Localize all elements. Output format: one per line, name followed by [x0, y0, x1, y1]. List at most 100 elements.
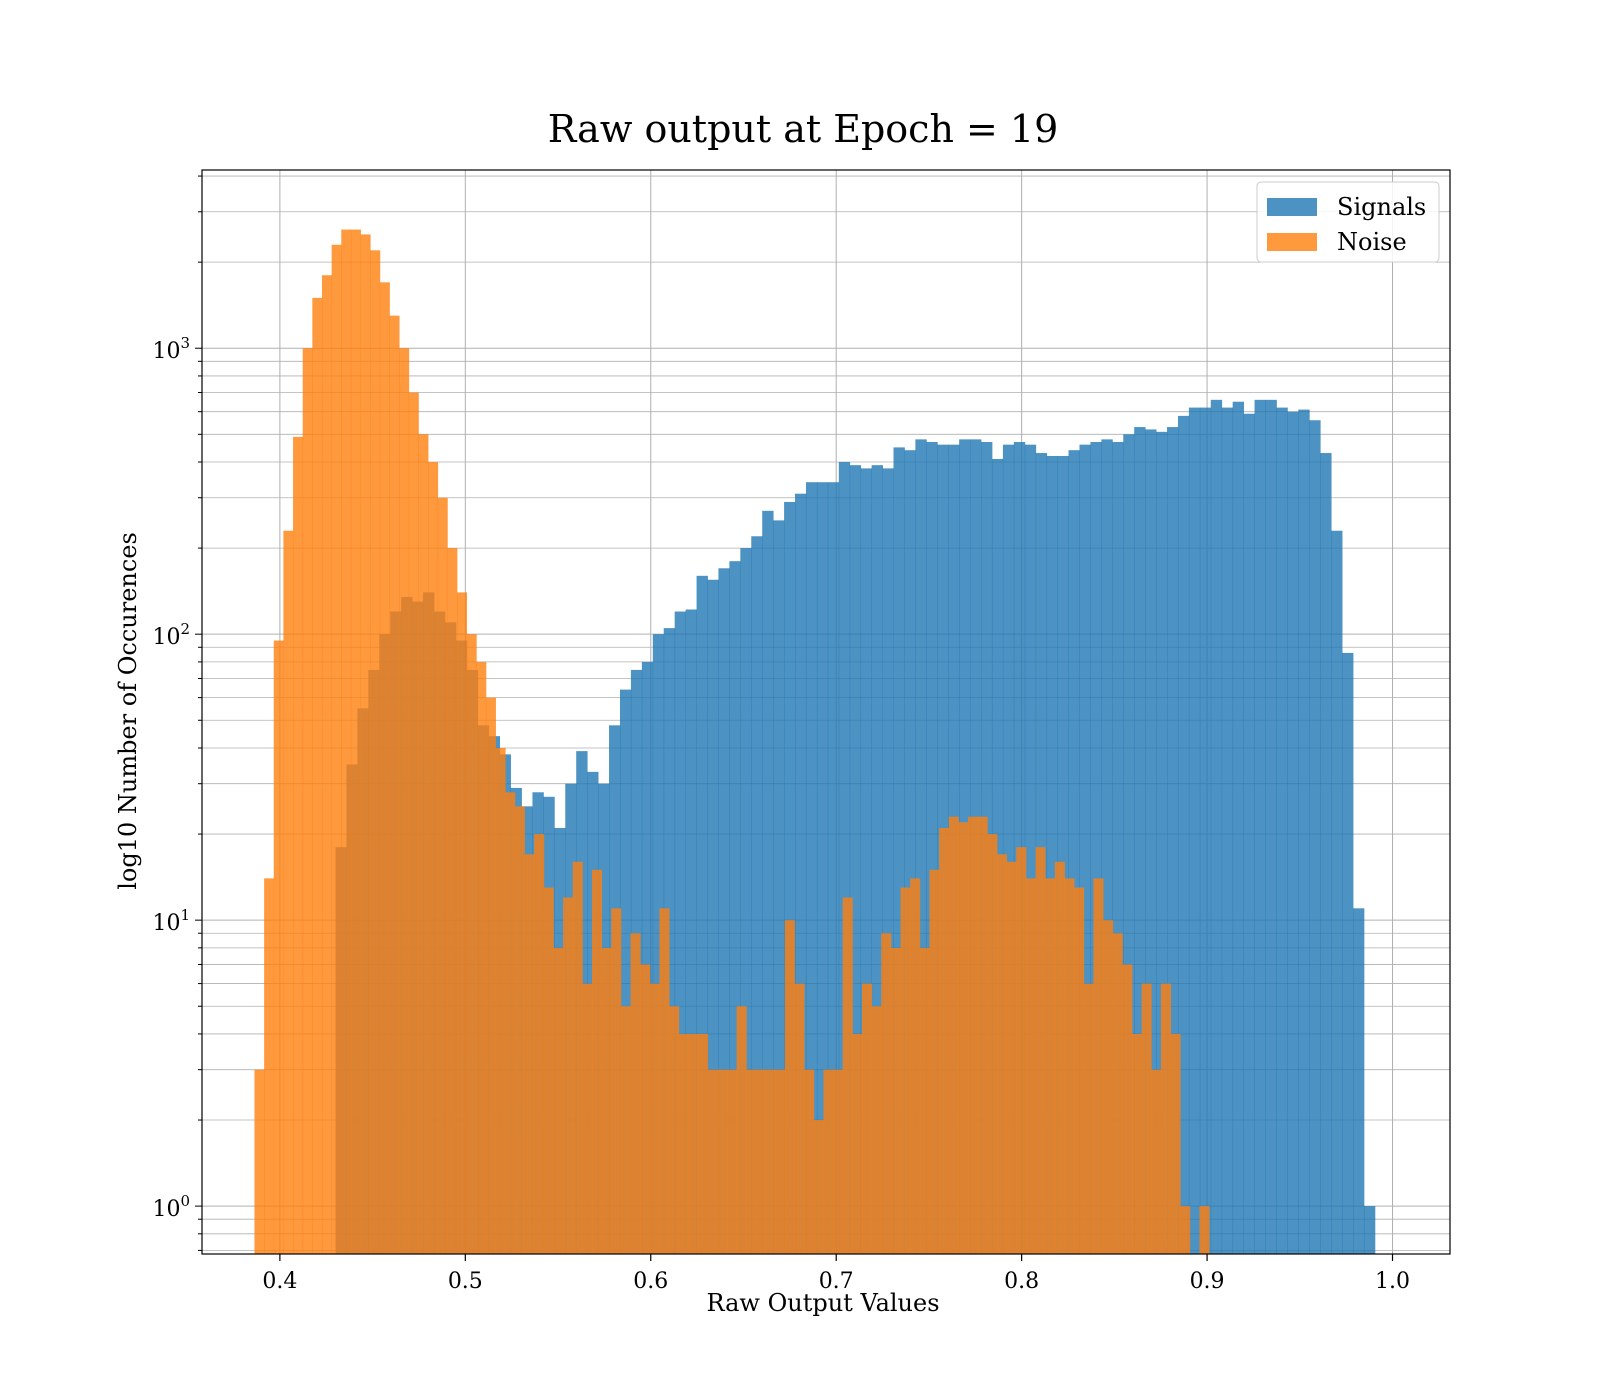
histogram-bar	[389, 315, 400, 1254]
histogram-bar	[428, 462, 439, 1254]
histogram-bar	[1122, 964, 1133, 1254]
histogram-bar	[350, 229, 361, 1254]
histogram-bar	[900, 887, 911, 1254]
histogram-bar	[1093, 878, 1104, 1254]
histogram-bar	[1112, 441, 1124, 1254]
histogram-bar	[1134, 427, 1146, 1254]
histogram-bar	[890, 947, 901, 1254]
histogram-bar	[1232, 401, 1245, 1254]
histogram-bar	[805, 482, 818, 1254]
histogram-bar	[838, 462, 851, 1254]
histogram-bar	[740, 548, 752, 1254]
histogram-bar	[1298, 409, 1310, 1254]
y-tick-label: 102	[152, 620, 190, 650]
histogram-bar	[601, 947, 612, 1254]
histogram-bar	[813, 1120, 824, 1254]
histogram-bar	[1156, 431, 1168, 1254]
histogram-bar	[1353, 908, 1365, 1254]
histogram-bar	[910, 878, 921, 1254]
histogram-bar	[1265, 399, 1277, 1254]
histogram-bar	[273, 640, 284, 1254]
histogram-bar	[1046, 455, 1059, 1254]
x-tick-label: 0.7	[819, 1269, 854, 1294]
histogram-bar	[447, 548, 458, 1254]
histogram-bar	[948, 816, 959, 1254]
histogram-bar	[1331, 530, 1343, 1254]
histogram-bar	[736, 1006, 747, 1254]
histogram-bar	[572, 861, 583, 1254]
histogram-bar	[1160, 983, 1171, 1254]
y-tick-label: 100	[152, 1192, 190, 1222]
histogram-bar	[408, 392, 419, 1254]
histogram-bar	[312, 297, 323, 1254]
histogram-bar	[591, 869, 603, 1254]
histogram-bar	[476, 661, 487, 1254]
histogram-bar	[674, 611, 687, 1254]
histogram-bar	[1074, 887, 1085, 1254]
histogram-bar	[1101, 439, 1113, 1254]
histogram-bar	[1068, 450, 1080, 1254]
x-axis-label: Raw Output Values	[706, 1289, 939, 1317]
histogram-bar	[696, 575, 708, 1254]
histogram-bar	[534, 834, 545, 1254]
histogram-bar	[833, 1069, 844, 1254]
histogram-bar	[794, 983, 805, 1254]
histogram-bar	[765, 1069, 776, 1254]
histogram-bar	[755, 1069, 766, 1254]
histogram-bar	[1057, 455, 1069, 1254]
histogram-bar	[775, 1069, 786, 1254]
histogram-bar	[466, 634, 477, 1254]
histogram-bar	[254, 1069, 265, 1254]
histogram-bar	[641, 661, 654, 1254]
histogram-bar	[652, 634, 665, 1254]
histogram-bar	[939, 828, 950, 1254]
histogram-bar	[1145, 429, 1157, 1254]
histogram-bar	[688, 1033, 699, 1254]
histogram-bar	[968, 816, 979, 1254]
histogram-bar	[360, 234, 371, 1254]
histogram-bar	[582, 983, 593, 1254]
histogram-bar	[1221, 407, 1234, 1254]
histogram-bar	[1177, 415, 1190, 1254]
histogram-bar	[630, 933, 641, 1254]
histogram-bar	[399, 348, 410, 1254]
histogram-bar	[1287, 411, 1299, 1254]
histogram-bar	[620, 1006, 631, 1254]
histogram-bar	[717, 1069, 728, 1254]
histogram-bar	[904, 450, 916, 1254]
histogram-bar	[698, 1033, 709, 1254]
histogram-bar	[881, 933, 892, 1254]
histogram-bar	[882, 468, 894, 1254]
histogram-bar	[563, 897, 574, 1254]
x-tick-label: 0.6	[633, 1269, 668, 1294]
chart-title: Raw output at Epoch = 19	[548, 107, 1059, 151]
histogram-bar	[331, 244, 342, 1254]
histogram-bar	[495, 747, 506, 1254]
histogram-bar	[1188, 407, 1201, 1254]
plot-area: 0.4 0.5 0.6 0.7 0.8 0.9 1.0 100 101 102 103 Signals…	[152, 169, 1451, 1294]
y-axis-label: log10 Number of Occurences	[114, 532, 142, 890]
histogram-bar	[849, 465, 862, 1254]
histogram-bar	[1199, 407, 1212, 1254]
x-tick-label: 0.9	[1190, 1269, 1225, 1294]
histogram-bar	[1025, 878, 1036, 1254]
histogram-bar	[707, 579, 719, 1254]
histogram-bar	[729, 561, 741, 1254]
histogram-bar	[619, 689, 632, 1254]
histogram-bar	[685, 609, 697, 1254]
histogram-bar	[893, 447, 905, 1254]
histogram-bar	[302, 348, 313, 1254]
histogram-bar	[718, 568, 730, 1254]
histogram-bar	[804, 1069, 815, 1254]
histogram-bar	[456, 592, 468, 1254]
histogram-bar	[1141, 983, 1152, 1254]
histogram-bar	[773, 520, 785, 1254]
histogram-bar	[1151, 1069, 1162, 1254]
histogram-bar	[514, 806, 525, 1254]
histogram-bar	[823, 1069, 834, 1254]
histogram-bar	[1276, 407, 1288, 1254]
histogram-bar	[1064, 878, 1075, 1254]
histogram-bar	[1320, 453, 1332, 1254]
histogram-bar	[437, 497, 448, 1254]
histogram-bar	[707, 1069, 718, 1254]
